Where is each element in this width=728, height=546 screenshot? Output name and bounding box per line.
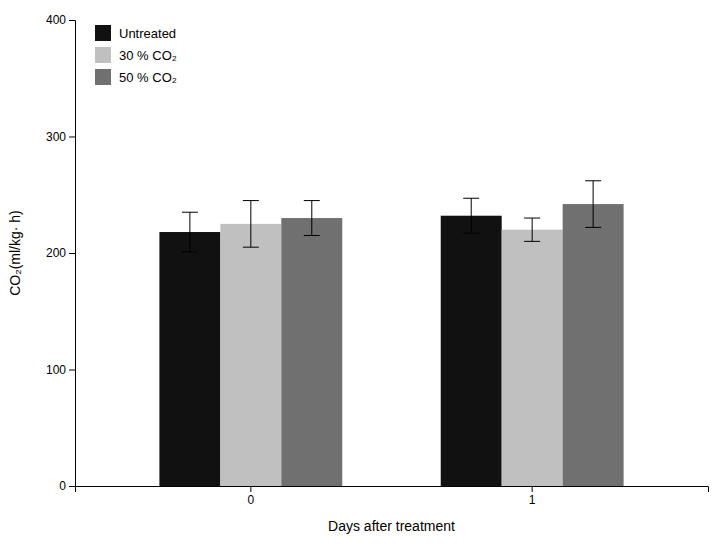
- y-axis-title: CO₂(ml/kg· h): [7, 210, 23, 296]
- legend: Untreated 30 % CO₂ 50 % CO₂: [95, 25, 177, 85]
- legend-item: 50 % CO₂: [95, 69, 177, 85]
- legend-item: 30 % CO₂: [95, 47, 177, 63]
- plot-area: 010100200300400Untreated30 % CO₂50 % CO₂: [46, 13, 709, 506]
- error-bar-line: [585, 181, 601, 228]
- marks: [159, 181, 623, 486]
- legend-swatch: [95, 47, 111, 63]
- tick-label: 200: [46, 246, 66, 260]
- tick-label: 1: [529, 493, 536, 507]
- tick-mark: [250, 486, 251, 492]
- tick-label: 0: [59, 479, 66, 493]
- legend-label: Untreated: [119, 26, 176, 41]
- series: [159, 198, 501, 486]
- legend-swatch: [95, 25, 111, 41]
- error-bar: [304, 201, 320, 236]
- tick: 0: [59, 479, 75, 493]
- x-axis: 01: [76, 486, 709, 507]
- bar: [220, 224, 281, 486]
- tick-mark: [69, 20, 75, 21]
- legend-label: 30 % CO₂: [119, 48, 177, 63]
- legend-swatch: [95, 69, 111, 85]
- legend-label: 50 % CO₂: [119, 70, 177, 85]
- error-bar-line: [524, 218, 540, 241]
- error-bar: [463, 198, 479, 233]
- error-bar: [182, 212, 198, 252]
- axis-line: [76, 487, 709, 493]
- tick-mark: [69, 486, 75, 487]
- bar: [159, 232, 220, 486]
- tick: 200: [46, 246, 75, 260]
- tick: 1: [529, 486, 536, 507]
- series: [220, 201, 562, 486]
- error-bar-line: [243, 201, 259, 248]
- error-bar-line: [463, 198, 479, 233]
- bar: [281, 218, 342, 486]
- chart-container: 010100200300400Untreated30 % CO₂50 % CO₂…: [0, 0, 728, 546]
- chart-svg: 010100200300400Untreated30 % CO₂50 % CO₂…: [0, 0, 728, 546]
- tick-label: 300: [46, 130, 66, 144]
- tick: 400: [46, 13, 75, 27]
- tick: 100: [46, 363, 75, 377]
- tick-mark: [69, 137, 75, 138]
- tick-label: 400: [46, 13, 66, 27]
- tick-mark: [69, 370, 75, 371]
- error-bar: [585, 181, 601, 228]
- tick: 0: [247, 486, 254, 507]
- bar: [563, 204, 624, 486]
- bar: [502, 230, 563, 486]
- tick-mark: [69, 253, 75, 254]
- error-bar: [243, 201, 259, 248]
- error-bar: [524, 218, 540, 241]
- tick-mark: [532, 486, 533, 492]
- tick-label: 100: [46, 363, 66, 377]
- y-axis: 0 100 200 300 400: [46, 13, 76, 493]
- x-axis-title: Days after treatment: [328, 518, 455, 534]
- legend-item: Untreated: [95, 25, 176, 41]
- tick: 300: [46, 130, 75, 144]
- tick-label: 0: [247, 493, 254, 507]
- axis-line: [69, 21, 76, 487]
- bar: [441, 216, 502, 486]
- series: [281, 181, 623, 486]
- error-bar-line: [182, 212, 198, 252]
- error-bar-line: [304, 201, 320, 236]
